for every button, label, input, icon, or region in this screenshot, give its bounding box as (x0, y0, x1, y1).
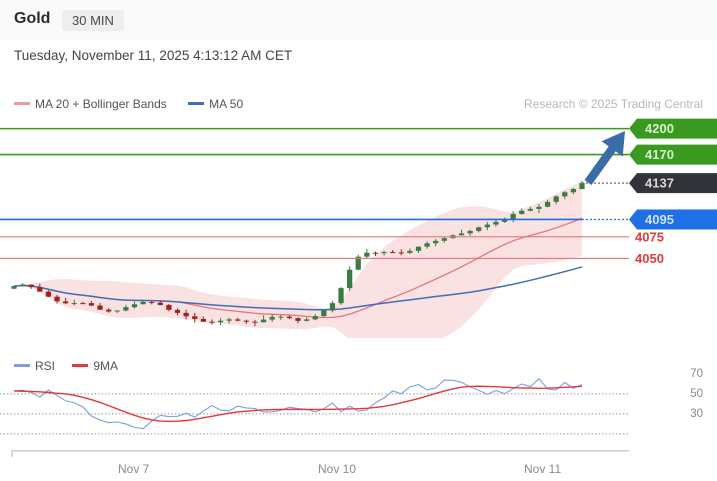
svg-text:4170: 4170 (645, 147, 674, 162)
svg-text:4137: 4137 (645, 176, 674, 191)
svg-text:4095: 4095 (645, 212, 674, 227)
svg-text:4050: 4050 (635, 251, 664, 266)
svg-text:4075: 4075 (635, 229, 664, 244)
svg-text:4200: 4200 (645, 121, 674, 136)
